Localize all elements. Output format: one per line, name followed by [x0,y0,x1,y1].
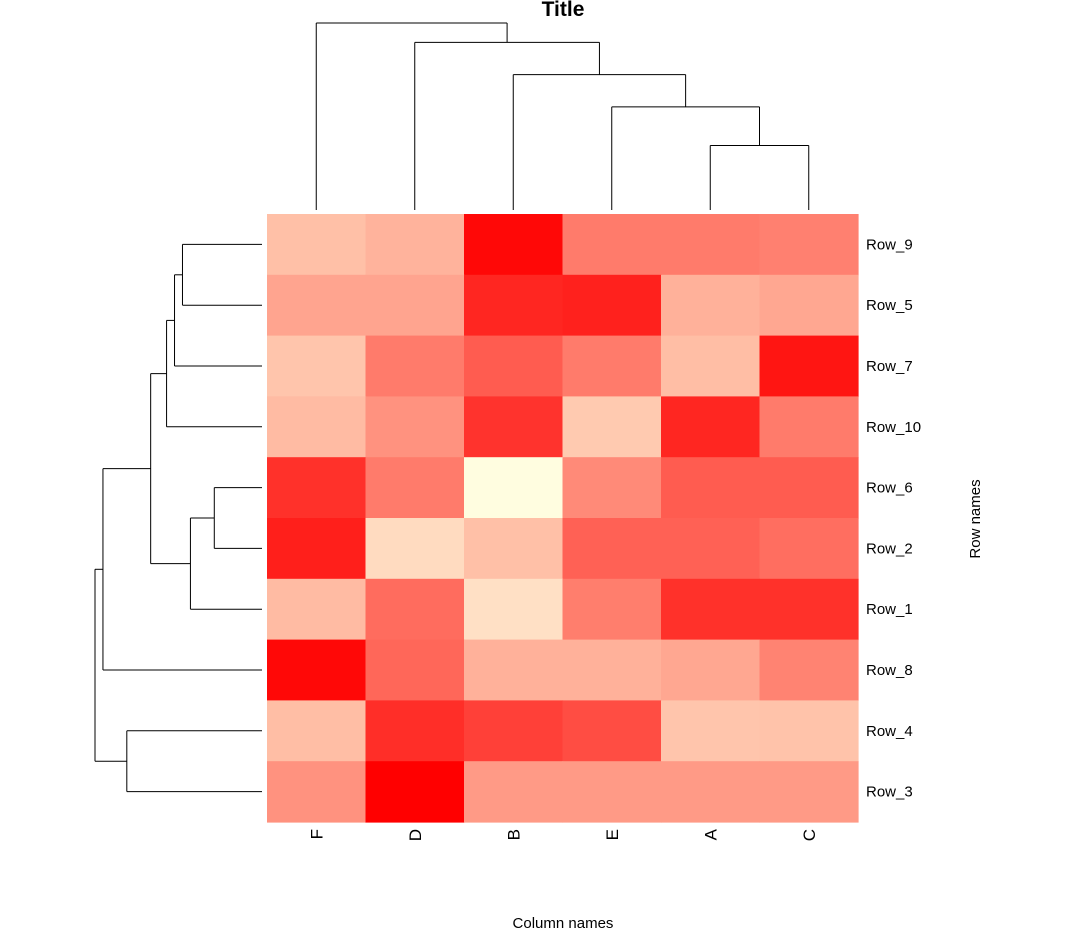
heatmap-cell-row-10-e [562,396,662,458]
heatmap-cell-row-10-c [759,396,859,458]
row-label-row-9: Row_9 [866,236,913,253]
row-tick-labels: Row_9 Row_5 Row_7 Row_10 Row_6 Row_2 Row_1 Row_… [866,236,921,800]
heatmap-cell-row-6-e [562,457,662,519]
heatmap-cell-row-3-d [365,761,465,823]
heatmap-cell-row-6-d [365,457,465,519]
heatmap-cell-row-7-c [759,335,859,397]
heatmap-cell-row-3-c [759,761,859,823]
heatmap-cell-row-8-f [267,639,367,701]
heatmap-cell-row-10-f [267,396,367,458]
heatmap-cell-row-4-a [661,700,761,762]
heatmap-cell-row-9-a [661,214,761,276]
column-label-a: A [701,828,720,840]
heatmap-cell-row-7-e [562,335,662,397]
heatmap-cell-row-7-d [365,335,465,397]
heatmap-cell-row-5-b [464,274,564,337]
row-label-row-2: Row_2 [866,540,913,557]
heatmap-cell-row-2-e [562,518,662,580]
heatmap-cell-row-2-d [365,518,465,580]
column-label-f: F [307,829,326,839]
heatmap-cell-row-9-c [759,214,859,276]
heatmap-cell-row-2-a [661,518,761,580]
heatmap-cells [267,214,859,823]
heatmap-cell-row-7-a [661,335,761,397]
heatmap-cell-row-9-e [562,214,662,276]
row-label-row-4: Row_4 [866,723,913,740]
heatmap-cell-row-7-f [267,335,367,397]
heatmap-cell-row-5-f [267,274,367,337]
row-label-row-8: Row_8 [866,662,913,679]
heatmap-cell-row-4-c [759,700,859,762]
y-axis-label: Row names [967,479,984,558]
heatmap-cell-row-1-e [562,578,662,641]
heatmap-cell-row-1-a [661,578,761,641]
heatmap-cell-row-7-b [464,335,564,397]
heatmap-cell-row-8-c [759,639,859,701]
heatmap-cell-row-1-b [464,578,564,641]
x-axis-label: Column names [513,915,614,932]
row-dendrogram [94,243,262,793]
heatmap-cell-row-3-f [267,761,367,823]
heatmap-cell-row-8-d [365,639,465,701]
column-label-b: B [504,829,523,840]
heatmap-cell-row-10-a [661,396,761,458]
row-label-row-10: Row_10 [866,419,921,436]
row-label-row-5: Row_5 [866,297,913,314]
heatmap-cell-row-3-e [562,761,662,823]
chart-title: Title [542,0,585,21]
heatmap-cell-row-2-c [759,518,859,580]
heatmap-cell-row-8-a [661,639,761,701]
heatmap-cell-row-5-c [759,274,859,337]
heatmap-cell-row-6-c [759,457,859,519]
column-dendrogram [315,22,810,210]
heatmap-cell-row-9-b [464,214,564,276]
heatmap-cell-row-4-b [464,700,564,762]
row-label-row-6: Row_6 [866,480,913,497]
heatmap-cell-row-6-b [464,457,564,519]
heatmap-cell-row-3-b [464,761,564,823]
heatmap-cell-row-8-b [464,639,564,701]
heatmap-cell-row-1-d [365,578,465,641]
heatmap-cell-row-8-e [562,639,662,701]
column-label-d: D [406,829,425,841]
heatmap-cell-row-2-f [267,518,367,580]
heatmap-cell-row-9-d [365,214,465,276]
heatmap-cell-row-6-a [661,457,761,519]
row-label-row-1: Row_1 [866,601,913,618]
heatmap-cell-row-5-d [365,274,465,337]
heatmap-cell-row-4-e [562,700,662,762]
heatmap-cell-row-5-a [661,274,761,337]
heatmap-cell-row-1-c [759,578,859,641]
heatmap-cell-row-9-f [267,214,367,276]
column-label-c: C [800,829,819,841]
heatmap-cell-row-1-f [267,578,367,641]
heatmap-cell-row-4-f [267,700,367,762]
column-label-e: E [603,829,622,840]
heatmap-cell-row-4-d [365,700,465,762]
row-label-row-3: Row_3 [866,784,913,801]
heatmap-cell-row-2-b [464,518,564,580]
heatmap-cell-row-10-b [464,396,564,458]
heatmap-cell-row-5-e [562,274,662,337]
heatmap-cell-row-3-a [661,761,761,823]
heatmap-cell-row-6-f [267,457,367,519]
row-label-row-7: Row_7 [866,358,913,375]
heatmap-cell-row-10-d [365,396,465,458]
